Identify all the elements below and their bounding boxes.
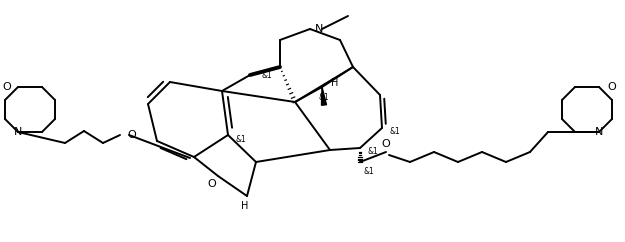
Text: &1: &1 xyxy=(319,92,329,101)
Text: O: O xyxy=(2,82,11,92)
Polygon shape xyxy=(321,87,326,105)
Text: O: O xyxy=(127,130,136,140)
Text: &1: &1 xyxy=(261,71,272,81)
Text: &1: &1 xyxy=(364,166,375,175)
Text: O: O xyxy=(208,179,216,189)
Text: &1: &1 xyxy=(236,136,247,144)
Text: &1: &1 xyxy=(368,148,379,157)
Text: N: N xyxy=(14,127,22,137)
Text: O: O xyxy=(607,82,616,92)
Text: H: H xyxy=(331,78,338,88)
Text: N: N xyxy=(595,127,603,137)
Text: &1: &1 xyxy=(390,128,401,136)
Text: H: H xyxy=(241,201,249,211)
Text: N: N xyxy=(315,24,323,34)
Text: O: O xyxy=(382,139,391,149)
